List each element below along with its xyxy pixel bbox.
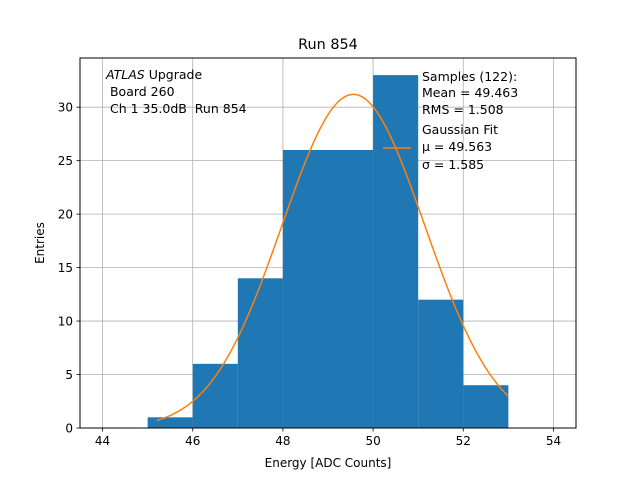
annotation-upgrade: Upgrade	[145, 67, 203, 82]
legend-fit-mu: μ = 49.563	[422, 139, 492, 154]
atlas-annotation: ATLAS Upgrade Board 260 Ch 1 35.0dB Run …	[105, 67, 247, 116]
x-tick-label: 54	[546, 434, 561, 448]
x-axis-label: Energy [ADC Counts]	[265, 456, 392, 470]
y-axis-ticks: 0 5 10 15 20 25 30	[58, 100, 80, 435]
x-axis-ticks: 44 46 48 50 52 54	[95, 428, 561, 448]
y-tick-label: 30	[58, 100, 73, 114]
legend-fit-sigma: σ = 1.585	[422, 157, 484, 172]
y-tick-label: 10	[58, 314, 73, 328]
annotation-atlas: ATLAS	[105, 67, 145, 82]
annotation-line-3: Ch 1 35.0dB Run 854	[106, 101, 247, 116]
x-tick-label: 48	[275, 434, 290, 448]
gaussian-fit-curve	[156, 93, 509, 422]
histogram-bar	[147, 417, 193, 428]
y-tick-label: 25	[58, 154, 73, 168]
chart-title: Run 854	[298, 37, 358, 53]
histogram-bar	[418, 299, 464, 428]
histogram-bar	[463, 385, 509, 428]
fit-line	[156, 93, 509, 422]
histogram-bar	[237, 278, 283, 428]
x-tick-label: 50	[365, 434, 380, 448]
x-tick-label: 52	[456, 434, 471, 448]
x-tick-label: 44	[95, 434, 110, 448]
y-tick-label: 15	[58, 261, 73, 275]
legend-samples-rms: RMS = 1.508	[422, 102, 504, 117]
histogram-bar	[282, 149, 374, 428]
legend-samples-mean: Mean = 49.463	[422, 85, 518, 100]
x-tick-label: 46	[185, 434, 200, 448]
y-axis-label: Entries	[33, 222, 47, 264]
y-tick-label: 20	[58, 207, 73, 221]
histogram-bar	[192, 363, 238, 428]
legend-fit-label: Gaussian Fit	[422, 122, 498, 137]
y-tick-label: 0	[65, 421, 73, 435]
histogram-bars	[147, 75, 509, 428]
plot-frame	[79, 57, 577, 429]
histogram-bar	[373, 75, 419, 428]
legend-samples-label: Samples (122):	[422, 69, 517, 84]
annotation-line-1: ATLAS Upgrade	[105, 67, 202, 82]
legend: Samples (122): Mean = 49.463 RMS = 1.508…	[383, 69, 518, 172]
annotation-line-2: Board 260	[106, 84, 175, 99]
y-tick-label: 5	[65, 368, 73, 382]
